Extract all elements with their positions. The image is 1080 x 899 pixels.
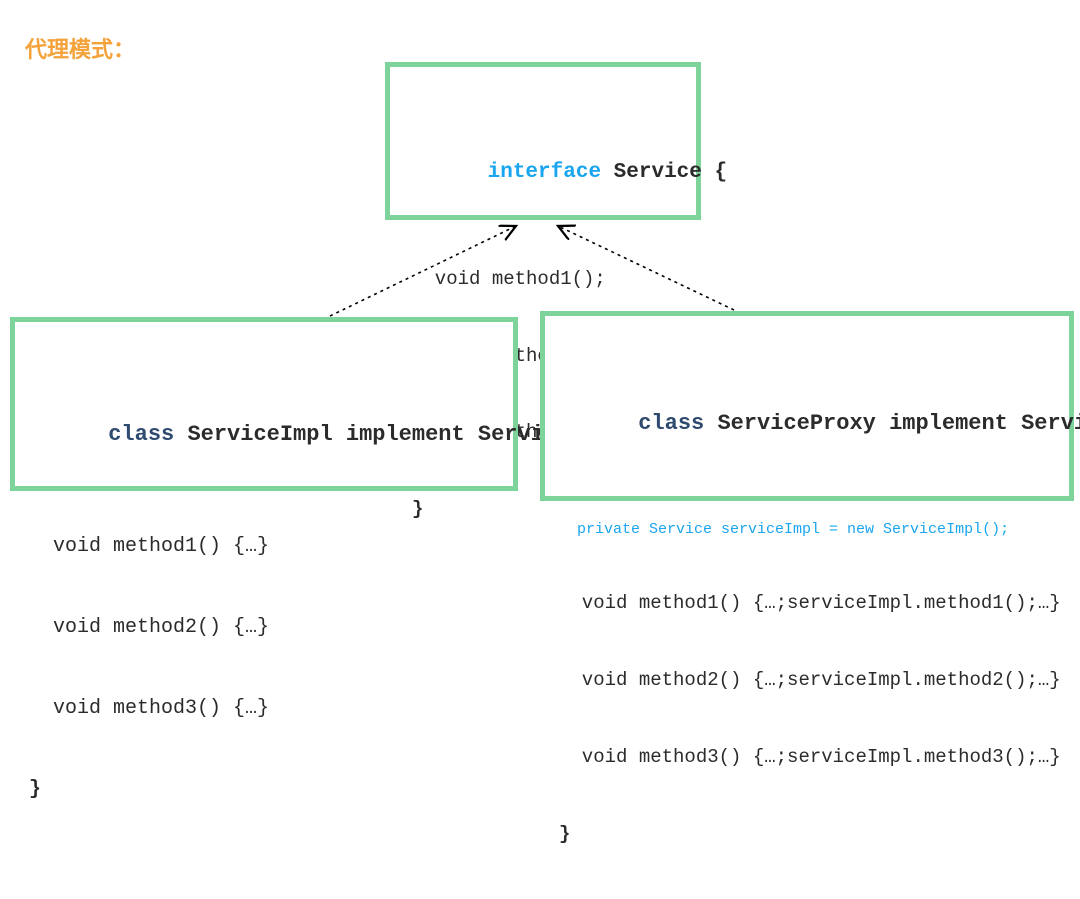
serviceimpl-code: class ServiceImpl implement Service { vo… [29, 336, 513, 857]
keyword-interface: interface [488, 161, 601, 184]
serviceimpl-header: class ServiceImpl implement Service { [29, 390, 513, 479]
class-name: ServiceProxy implement Service [717, 411, 1080, 436]
serviceproxy-box: class ServiceProxy implement Service { p… [540, 311, 1074, 501]
interface-header: interface Service { [412, 130, 696, 215]
brace-open: { [702, 161, 727, 184]
interface-name-text: Service [614, 161, 702, 184]
proxy-body-2: void method2() {…;serviceImpl.method2();… [559, 668, 1069, 694]
serviceimpl-box: class ServiceImpl implement Service { vo… [10, 317, 518, 491]
keyword-class: class [638, 411, 704, 436]
brace-close: } [29, 776, 513, 803]
serviceproxy-header: class ServiceProxy implement Service { [559, 379, 1069, 468]
impl-body-2: void method2() {…} [29, 614, 513, 641]
interface-body-1: void method1(); [412, 267, 696, 293]
proxy-body-3: void method3() {…;serviceImpl.method3();… [559, 745, 1069, 771]
interface-name [601, 161, 614, 184]
interface-box: interface Service { void method1(); void… [385, 62, 701, 220]
keyword-class: class [108, 422, 174, 447]
diagram-title: 代理模式： [25, 32, 135, 64]
brace-close: } [559, 822, 1069, 848]
serviceproxy-code: class ServiceProxy implement Service { p… [559, 328, 1069, 899]
proxy-body-1: void method1() {…;serviceImpl.method1();… [559, 591, 1069, 617]
impl-body-1: void method1() {…} [29, 533, 513, 560]
class-name: ServiceImpl implement Service [187, 422, 570, 447]
proxy-field-line: private Service serviceImpl = new Servic… [559, 520, 1069, 540]
impl-body-3: void method3() {…} [29, 695, 513, 722]
